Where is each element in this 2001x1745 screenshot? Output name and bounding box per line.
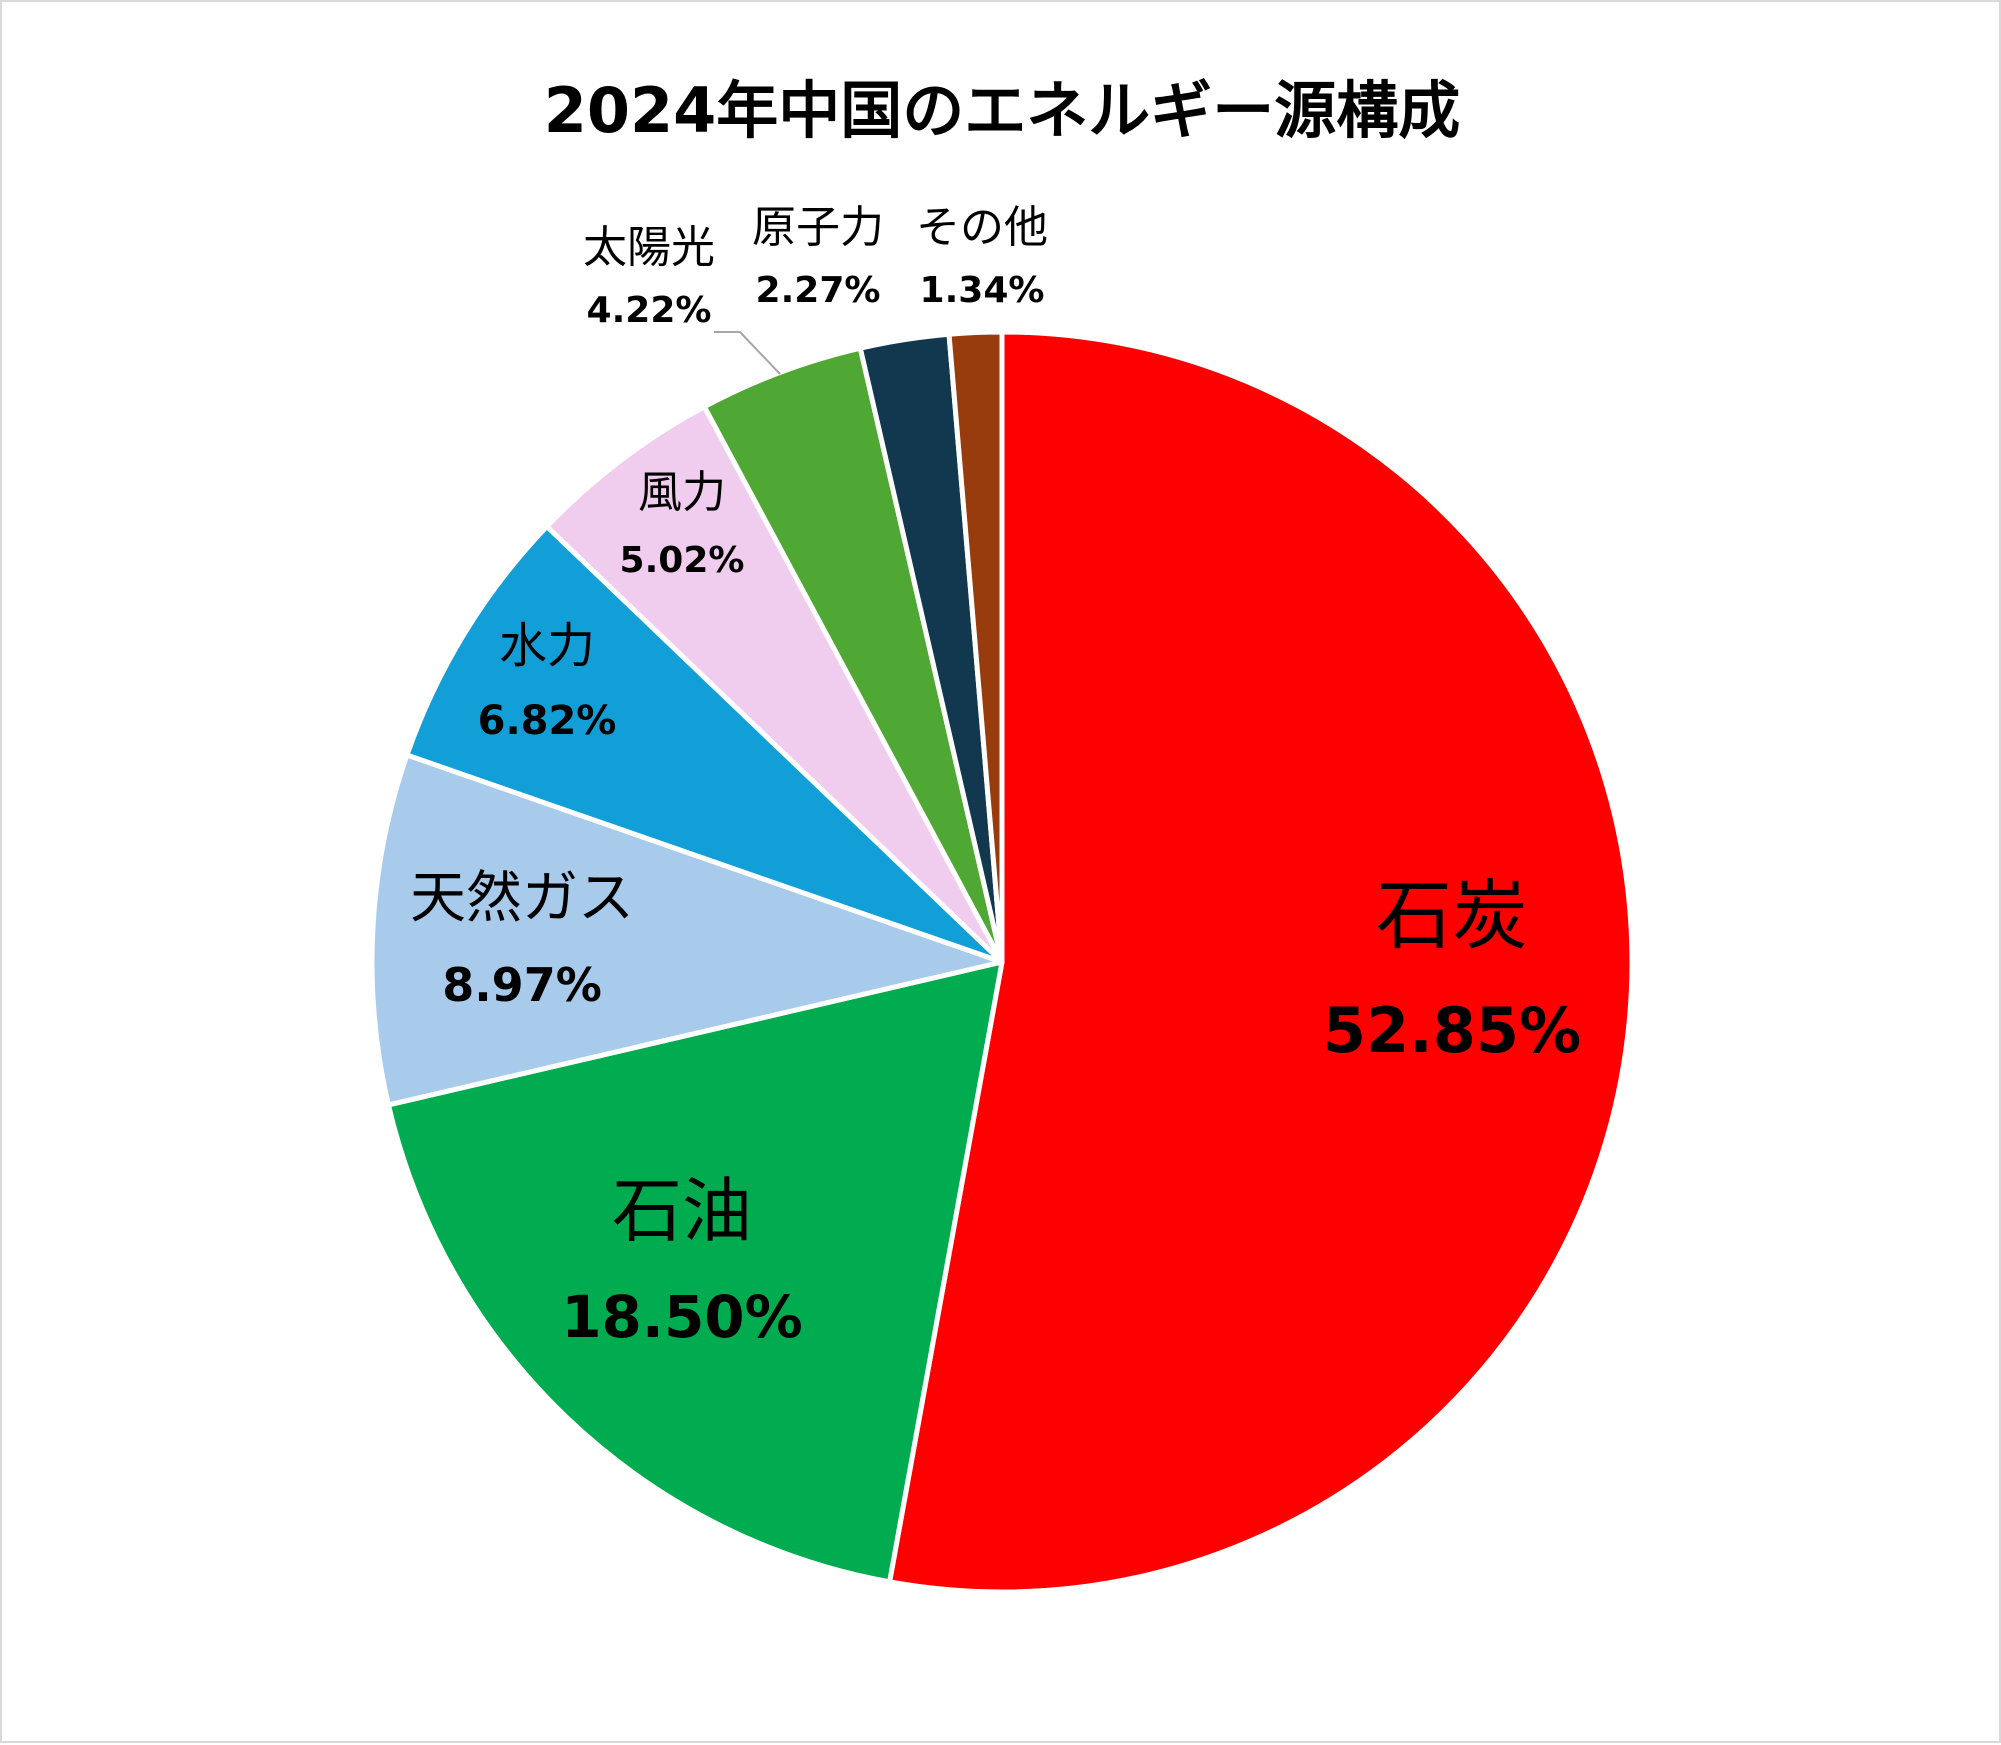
slice-value-3: 8.97% xyxy=(442,958,602,1012)
data-labels: 石炭 52.85% 石油 18.50% 天然ガス 8.97% 水力 6.82% 風力 5.02% 太… xyxy=(410,202,1581,1351)
slice-label-8: その他 xyxy=(916,202,1048,253)
slice-label-3: 天然ガス xyxy=(410,866,634,931)
slice-label-7: 原子力 xyxy=(752,202,884,253)
slice-value-7: 2.27% xyxy=(756,270,881,311)
slice-label-6: 太陽光 xyxy=(583,222,715,273)
pie-slices xyxy=(369,329,1635,1595)
chart-title: 2024年中国のエネルギー源構成 xyxy=(544,74,1461,147)
pie-slice-3 xyxy=(369,752,1005,1108)
slice-value-8: 1.34% xyxy=(920,270,1045,311)
pie-slice-5 xyxy=(544,404,1005,965)
slice-label-1: 石炭 xyxy=(1376,871,1528,960)
pie-slice-1 xyxy=(887,329,1635,1595)
slice-value-2: 18.50% xyxy=(561,1283,803,1351)
slice-value-6: 4.22% xyxy=(587,290,712,331)
pie-slice-4 xyxy=(404,523,1005,965)
leader-line xyxy=(714,331,781,375)
slice-label-4: 水力 xyxy=(499,618,595,674)
slice-value-5: 5.02% xyxy=(620,540,745,581)
pie-slice-8 xyxy=(946,329,1005,965)
slice-label-2: 石油 xyxy=(612,1170,752,1252)
slice-label-5: 風力 xyxy=(638,467,726,518)
slice-value-1: 52.85% xyxy=(1323,994,1581,1067)
pie-slice-2 xyxy=(385,959,1005,1585)
leader-lines xyxy=(714,331,781,375)
slice-value-4: 6.82% xyxy=(478,698,617,744)
